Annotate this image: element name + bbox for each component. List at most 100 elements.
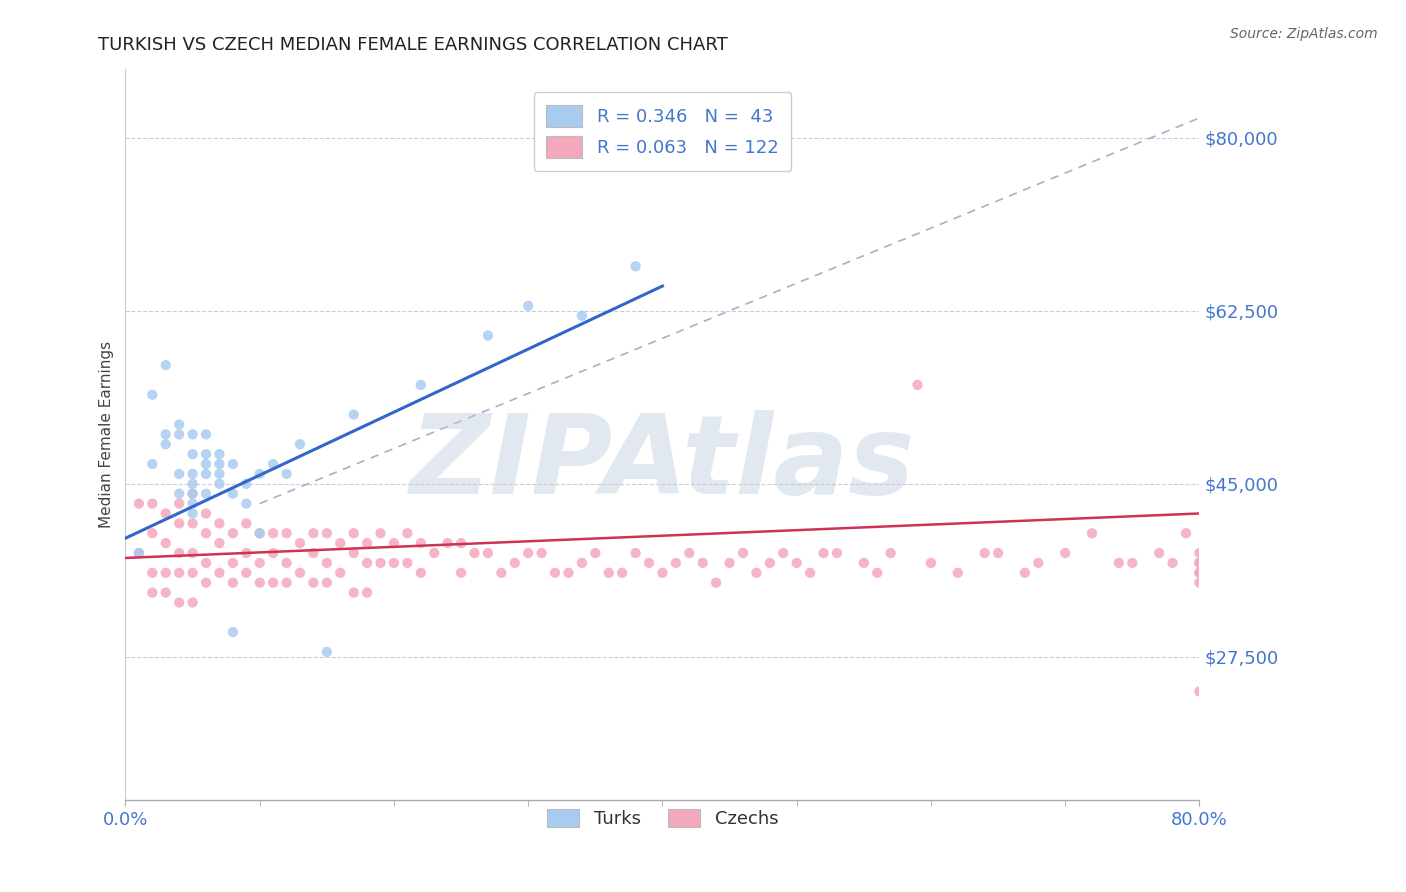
- Point: [1188, 556, 1211, 570]
- Point: [315, 556, 337, 570]
- Point: [222, 457, 245, 471]
- Point: [195, 556, 218, 570]
- Point: [396, 556, 419, 570]
- Point: [195, 467, 218, 481]
- Point: [235, 497, 257, 511]
- Point: [181, 427, 204, 442]
- Point: [167, 427, 190, 442]
- Point: [1054, 546, 1077, 560]
- Point: [343, 408, 366, 422]
- Point: [315, 575, 337, 590]
- Point: [315, 526, 337, 541]
- Point: [181, 566, 204, 580]
- Point: [235, 476, 257, 491]
- Point: [276, 575, 298, 590]
- Point: [195, 575, 218, 590]
- Point: [852, 556, 875, 570]
- Point: [222, 625, 245, 640]
- Point: [155, 585, 177, 599]
- Point: [612, 566, 634, 580]
- Text: ZIPAtlas: ZIPAtlas: [409, 410, 915, 517]
- Point: [155, 427, 177, 442]
- Point: [1121, 556, 1143, 570]
- Point: [1147, 546, 1170, 560]
- Point: [1188, 684, 1211, 698]
- Point: [167, 497, 190, 511]
- Point: [1188, 556, 1211, 570]
- Point: [181, 546, 204, 560]
- Point: [208, 467, 231, 481]
- Point: [155, 507, 177, 521]
- Point: [195, 427, 218, 442]
- Point: [356, 536, 378, 550]
- Point: [222, 486, 245, 500]
- Point: [731, 546, 754, 560]
- Point: [315, 645, 337, 659]
- Point: [1188, 546, 1211, 560]
- Point: [195, 507, 218, 521]
- Point: [155, 566, 177, 580]
- Point: [141, 585, 163, 599]
- Point: [249, 526, 271, 541]
- Point: [262, 457, 284, 471]
- Point: [249, 467, 271, 481]
- Point: [638, 556, 661, 570]
- Point: [718, 556, 741, 570]
- Point: [343, 526, 366, 541]
- Point: [276, 467, 298, 481]
- Point: [302, 526, 325, 541]
- Point: [1026, 556, 1049, 570]
- Point: [276, 526, 298, 541]
- Point: [463, 546, 485, 560]
- Point: [517, 299, 540, 313]
- Point: [343, 585, 366, 599]
- Point: [222, 575, 245, 590]
- Point: [477, 328, 499, 343]
- Point: [370, 556, 392, 570]
- Point: [813, 546, 835, 560]
- Point: [624, 260, 647, 274]
- Point: [249, 526, 271, 541]
- Point: [167, 486, 190, 500]
- Point: [557, 566, 579, 580]
- Point: [356, 585, 378, 599]
- Point: [141, 497, 163, 511]
- Point: [302, 546, 325, 560]
- Point: [288, 437, 311, 451]
- Text: Source: ZipAtlas.com: Source: ZipAtlas.com: [1230, 27, 1378, 41]
- Point: [195, 447, 218, 461]
- Point: [195, 526, 218, 541]
- Point: [409, 566, 432, 580]
- Point: [1188, 566, 1211, 580]
- Point: [1161, 556, 1184, 570]
- Point: [141, 457, 163, 471]
- Point: [583, 546, 606, 560]
- Point: [1108, 556, 1130, 570]
- Point: [195, 486, 218, 500]
- Point: [167, 516, 190, 531]
- Legend: Turks, Czechs: Turks, Czechs: [540, 801, 786, 835]
- Point: [195, 457, 218, 471]
- Point: [973, 546, 995, 560]
- Point: [1081, 526, 1104, 541]
- Point: [799, 566, 821, 580]
- Point: [491, 566, 513, 580]
- Point: [249, 556, 271, 570]
- Point: [128, 497, 150, 511]
- Point: [276, 556, 298, 570]
- Point: [288, 566, 311, 580]
- Point: [222, 556, 245, 570]
- Point: [920, 556, 942, 570]
- Point: [624, 546, 647, 560]
- Point: [167, 546, 190, 560]
- Point: [692, 556, 714, 570]
- Point: [946, 566, 969, 580]
- Point: [598, 566, 620, 580]
- Point: [651, 566, 673, 580]
- Point: [1175, 526, 1198, 541]
- Point: [141, 526, 163, 541]
- Point: [436, 536, 458, 550]
- Point: [208, 476, 231, 491]
- Text: TURKISH VS CZECH MEDIAN FEMALE EARNINGS CORRELATION CHART: TURKISH VS CZECH MEDIAN FEMALE EARNINGS …: [98, 36, 728, 54]
- Point: [866, 566, 889, 580]
